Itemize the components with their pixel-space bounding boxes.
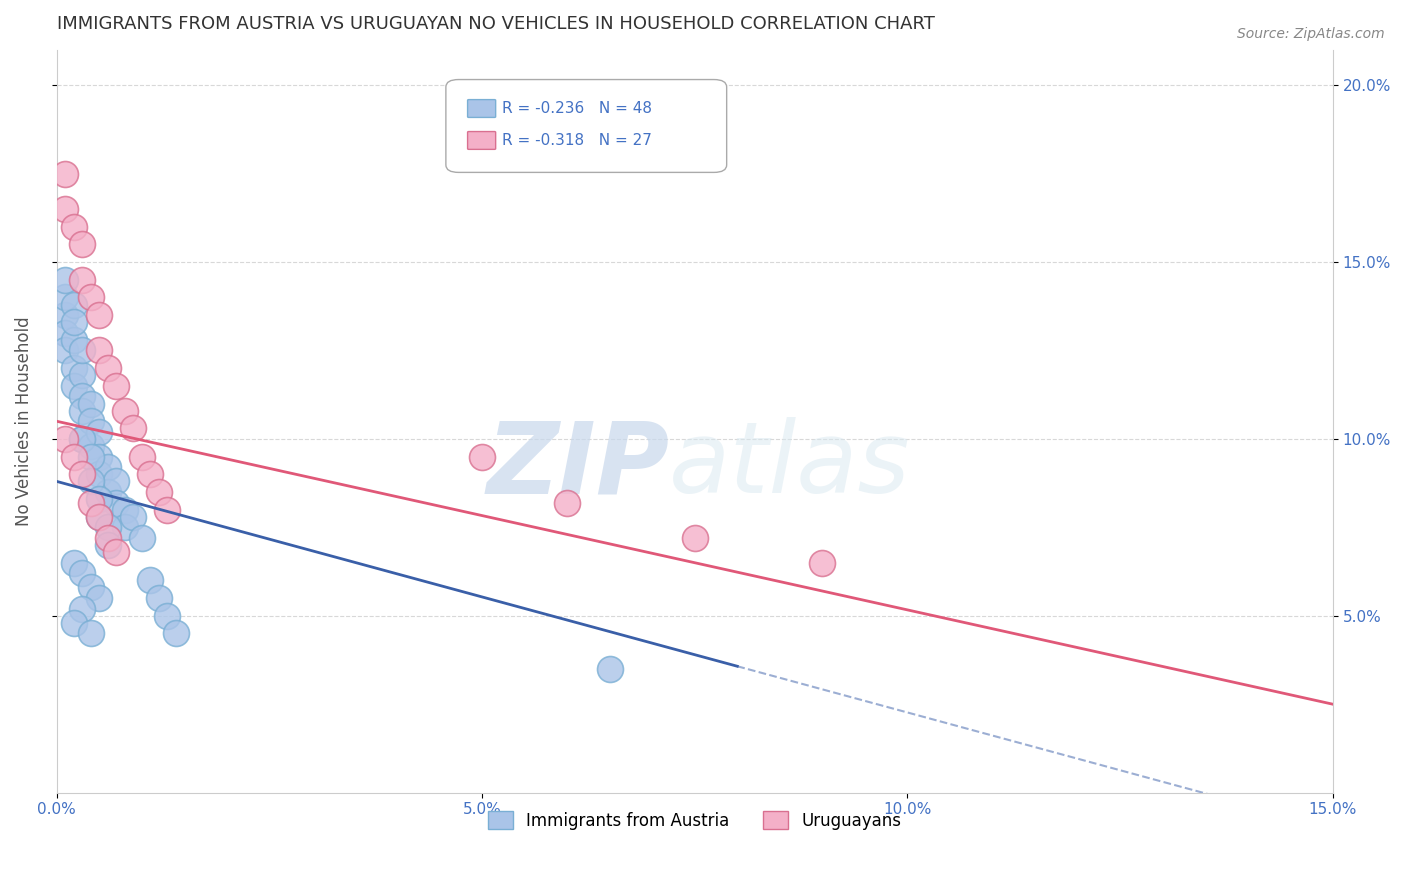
Point — [79, 581, 101, 595]
Point — [114, 520, 136, 534]
Point — [53, 202, 76, 216]
Point — [148, 591, 170, 606]
Point — [89, 491, 111, 506]
Point — [79, 290, 101, 304]
Point — [53, 290, 76, 304]
Text: atlas: atlas — [669, 417, 911, 515]
FancyBboxPatch shape — [468, 100, 496, 118]
Point — [70, 432, 93, 446]
Point — [89, 591, 111, 606]
Point — [53, 432, 76, 446]
Point — [53, 343, 76, 358]
Point — [70, 566, 93, 581]
Point — [89, 343, 111, 358]
Point — [811, 556, 834, 570]
Point — [53, 167, 76, 181]
Point — [114, 403, 136, 417]
Point — [683, 531, 706, 545]
Point — [89, 450, 111, 464]
Point — [105, 545, 128, 559]
Point — [97, 520, 120, 534]
Point — [79, 450, 101, 464]
Point — [599, 662, 621, 676]
Legend: Immigrants from Austria, Uruguayans: Immigrants from Austria, Uruguayans — [481, 805, 908, 837]
Point — [79, 396, 101, 410]
Point — [105, 475, 128, 489]
Point — [62, 615, 84, 630]
Point — [79, 439, 101, 453]
Point — [70, 389, 93, 403]
Point — [97, 485, 120, 500]
Point — [79, 475, 101, 489]
Point — [62, 379, 84, 393]
Point — [70, 368, 93, 383]
Point — [79, 414, 101, 428]
Point — [114, 502, 136, 516]
Point — [97, 538, 120, 552]
Point — [122, 509, 145, 524]
Point — [156, 502, 179, 516]
Point — [139, 574, 162, 588]
Point — [97, 531, 120, 545]
Point — [89, 509, 111, 524]
Text: ZIP: ZIP — [486, 417, 669, 515]
Point — [62, 297, 84, 311]
Point — [62, 556, 84, 570]
Point — [62, 333, 84, 347]
Point — [89, 308, 111, 322]
FancyBboxPatch shape — [468, 131, 496, 149]
Point — [148, 485, 170, 500]
Text: R = -0.236   N = 48: R = -0.236 N = 48 — [502, 101, 652, 116]
Text: IMMIGRANTS FROM AUSTRIA VS URUGUAYAN NO VEHICLES IN HOUSEHOLD CORRELATION CHART: IMMIGRANTS FROM AUSTRIA VS URUGUAYAN NO … — [56, 15, 935, 33]
Point — [62, 450, 84, 464]
Point — [131, 450, 153, 464]
Point — [165, 626, 187, 640]
Point — [62, 361, 84, 376]
Text: R = -0.318   N = 27: R = -0.318 N = 27 — [502, 133, 652, 148]
Point — [89, 425, 111, 439]
Point — [97, 460, 120, 475]
Point — [131, 531, 153, 545]
Point — [139, 467, 162, 482]
Point — [97, 361, 120, 376]
Text: Source: ZipAtlas.com: Source: ZipAtlas.com — [1237, 27, 1385, 41]
Point — [70, 467, 93, 482]
Point — [89, 509, 111, 524]
Point — [105, 495, 128, 509]
Point — [53, 273, 76, 287]
Point — [70, 432, 93, 446]
Point — [79, 626, 101, 640]
Point — [70, 343, 93, 358]
Point — [70, 403, 93, 417]
Point — [89, 467, 111, 482]
Point — [62, 315, 84, 329]
Point — [53, 308, 76, 322]
Point — [79, 495, 101, 509]
Point — [122, 421, 145, 435]
FancyBboxPatch shape — [446, 79, 727, 172]
Y-axis label: No Vehicles in Household: No Vehicles in Household — [15, 317, 32, 526]
Point — [156, 608, 179, 623]
Point — [471, 450, 494, 464]
Point — [53, 326, 76, 340]
Point — [70, 273, 93, 287]
Point — [62, 219, 84, 234]
Point — [105, 379, 128, 393]
Point — [70, 601, 93, 615]
Point — [555, 495, 578, 509]
Point — [70, 237, 93, 252]
